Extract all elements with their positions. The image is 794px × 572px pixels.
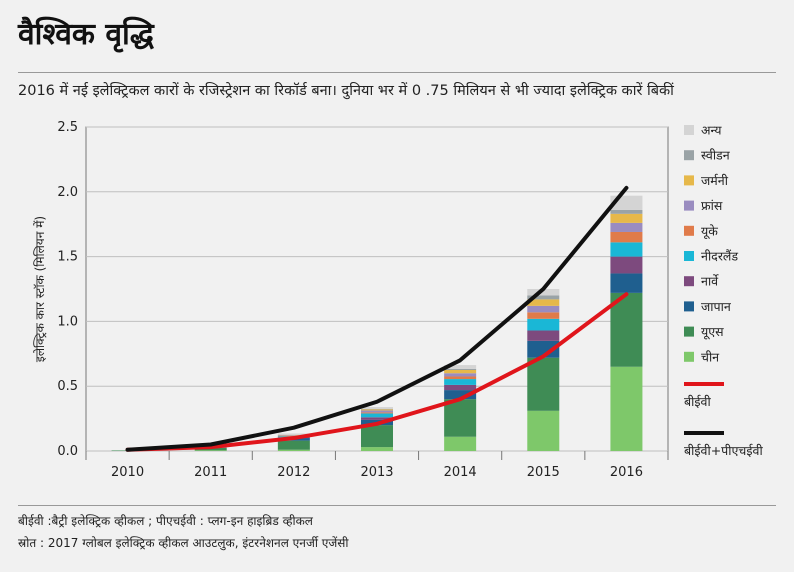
x-tick-label: 2013 [360,465,393,480]
legend-swatch [684,175,694,186]
bar-segment [444,368,477,370]
abbreviation-note: बीईवी :बैट्री इलेक्ट्रिक व्हीकल ; पीएचईव… [18,514,313,528]
legend-swatch [684,276,694,287]
bar-segment [361,447,393,451]
bar-segment [361,410,393,413]
bar-segment [527,357,560,411]
bar-segment [277,440,310,450]
bar-segment [610,256,643,274]
bar-segment [527,340,560,358]
y-tick-label: 1.5 [57,250,78,265]
title-divider [18,72,776,73]
bar-segment [444,365,477,369]
chart-title: वैश्विक वृद्धि [18,17,154,52]
legend-label: नीदरलैंड [701,249,738,264]
chart-canvas: 0.0 0.5 1.0 1.5 2.0 2.5 2010 2011 2012 2013 2014 20… [33,120,763,480]
bar-segment [444,370,477,374]
y-tick-label: 0.0 [57,444,78,459]
legend-label: जर्मनी [701,173,729,188]
bar-segment [444,399,477,437]
legend-label: स्वीडन [701,148,731,163]
bar-segment [527,305,560,313]
legend-label: यूके [701,223,718,239]
y-tick-label: 2.5 [57,120,78,135]
x-tick-label: 2010 [111,465,144,480]
legend-label: बीईवी [684,394,711,409]
legend-label: फ्रांस [701,198,723,213]
bar-segment [527,330,560,341]
bar-segment [527,312,560,319]
footer-divider [18,505,776,506]
legend-swatch [684,251,694,261]
legend-swatch [684,200,694,211]
y-tick-label: 1.0 [57,314,78,329]
x-tick-label: 2012 [277,465,310,480]
bar-segment [444,384,477,391]
bar-segment [194,450,227,451]
legend-swatch [684,326,694,337]
bar-segment [361,412,393,414]
bar-segment [361,407,393,410]
bar-segment [277,433,310,435]
bar-segment [610,222,643,232]
bar-segment [361,425,393,448]
legend-label: यूएस [701,324,724,340]
bar-segment [361,409,393,411]
y-tick-label: 0.5 [57,379,78,394]
legend-swatch [684,225,694,236]
bar-segment [194,448,227,451]
bar-segment [610,242,643,257]
legend-swatch [684,125,694,135]
chart-subtitle: 2016 में नई इलेक्ट्रिकल कारों के रजिस्ट्… [18,83,674,99]
legend-swatch [684,301,694,312]
bar-segment [610,292,643,367]
bar-segment [610,231,643,243]
legend-label: नार्वे [701,274,719,289]
bar-segment [444,379,477,385]
bar-segment [610,366,643,451]
bar-segment [610,213,643,223]
bar-segment [527,299,560,306]
y-tick-label: 2.0 [57,185,78,200]
legend-swatch [684,150,694,161]
bar-segment [444,376,477,380]
bar-segment [527,295,560,300]
legend-label: चीन [701,349,720,364]
x-tick-label: 2015 [527,465,560,480]
bar-segment [610,273,643,293]
bar-segment [444,436,477,451]
bar-segment [527,289,560,296]
x-tick-label: 2016 [610,465,643,480]
legend-label: अन्य [701,123,722,138]
series-line [125,292,629,452]
bar-segment [444,373,477,377]
bar-segment [610,209,643,214]
legend-swatch [684,351,694,362]
bar-segment [444,390,477,400]
bar-segment [361,413,393,418]
bar-segment [527,318,560,331]
series-line [125,185,629,452]
legend-label: जापान [701,299,732,314]
bar-segment [277,435,310,436]
legend-label: बीईवी+पीएचईवी [684,443,763,458]
bar-segment [277,449,310,451]
bar-segment [527,410,560,451]
bar-segment [361,417,393,420]
x-tick-label: 2011 [194,465,227,480]
x-tick-label: 2014 [444,465,477,480]
y-axis-title: इलेक्ट्रिक कार स्टॉक (मिलियन में) [33,216,47,362]
source-note: स्रोत : 2017 ग्लोबल इलेक्ट्रिक व्हीकल आउ… [18,536,349,550]
